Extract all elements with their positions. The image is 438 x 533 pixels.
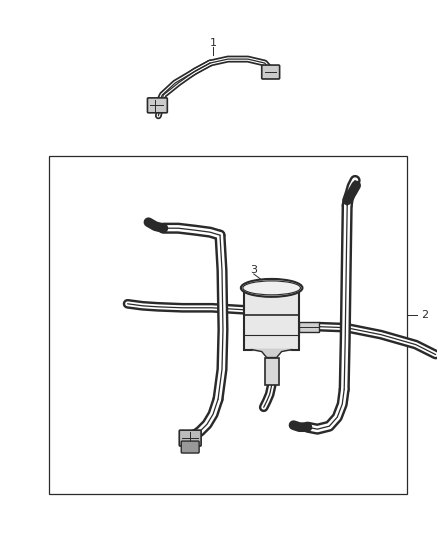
Ellipse shape [243,281,300,295]
Bar [244,292,300,350]
Text: 3: 3 [250,265,257,275]
FancyBboxPatch shape [148,98,167,113]
Ellipse shape [241,279,303,297]
Text: 1: 1 [209,38,216,48]
Polygon shape [252,350,292,358]
FancyBboxPatch shape [262,65,279,79]
Bar [265,358,279,385]
FancyBboxPatch shape [179,430,201,446]
Text: 2: 2 [421,310,428,320]
Bar [49,156,407,494]
FancyBboxPatch shape [181,441,199,453]
Bar [300,322,319,332]
